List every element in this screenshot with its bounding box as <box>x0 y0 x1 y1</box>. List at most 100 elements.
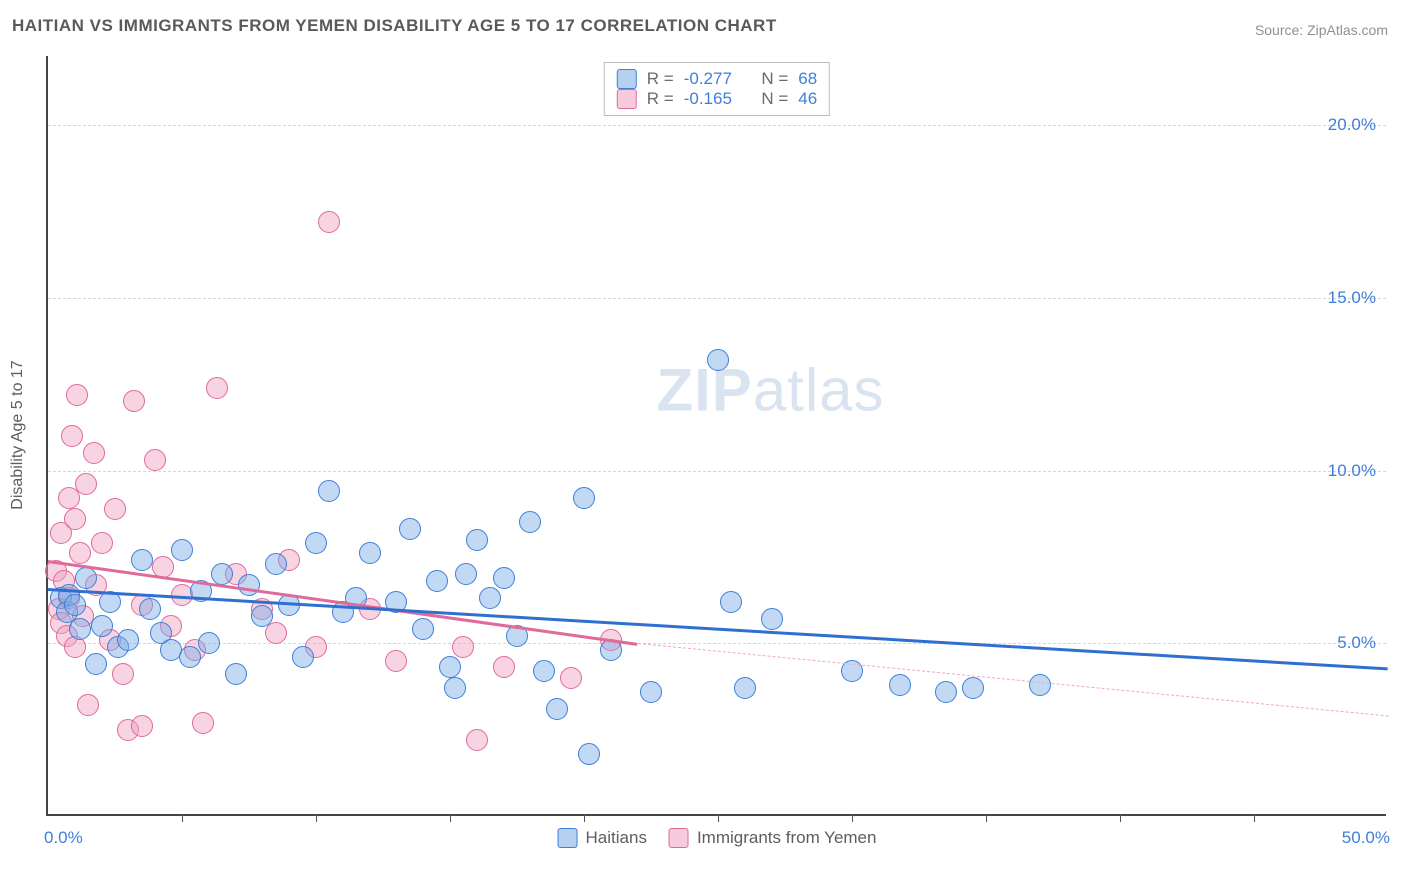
data-point-haitians <box>359 542 381 564</box>
data-point-yemen <box>560 667 582 689</box>
data-point-haitians <box>455 563 477 585</box>
gridline <box>48 643 1386 644</box>
legend-item-haitians: Haitians <box>558 828 647 848</box>
x-tick <box>182 814 183 822</box>
data-point-haitians <box>292 646 314 668</box>
data-point-yemen <box>466 729 488 751</box>
stat-r-yemen: -0.165 <box>684 89 732 109</box>
data-point-haitians <box>91 615 113 637</box>
y-tick-label: 20.0% <box>1328 115 1376 135</box>
source-credit: Source: ZipAtlas.com <box>1255 22 1388 38</box>
chart-title: HAITIAN VS IMMIGRANTS FROM YEMEN DISABIL… <box>12 16 777 36</box>
chart-plot-area: Disability Age 5 to 17 ZIPatlas R = -0.2… <box>46 56 1386 816</box>
swatch-haitians-icon <box>558 828 578 848</box>
data-point-haitians <box>318 480 340 502</box>
legend-stats-row-haitians: R = -0.277 N = 68 <box>617 69 817 89</box>
data-point-haitians <box>265 553 287 575</box>
stat-r-label: R = <box>647 89 674 109</box>
swatch-yemen-icon <box>617 89 637 109</box>
data-point-haitians <box>640 681 662 703</box>
data-point-haitians <box>85 653 107 675</box>
data-point-yemen <box>123 390 145 412</box>
stat-n-label: N = <box>761 69 788 89</box>
data-point-yemen <box>131 715 153 737</box>
gridline <box>48 298 1386 299</box>
data-point-haitians <box>211 563 233 585</box>
data-point-haitians <box>573 487 595 509</box>
data-point-yemen <box>318 211 340 233</box>
source-link[interactable]: ZipAtlas.com <box>1307 22 1388 38</box>
data-point-haitians <box>439 656 461 678</box>
data-point-haitians <box>761 608 783 630</box>
stat-r-haitians: -0.277 <box>684 69 732 89</box>
data-point-yemen <box>75 473 97 495</box>
data-point-haitians <box>519 511 541 533</box>
x-tick <box>584 814 585 822</box>
x-tick <box>718 814 719 822</box>
data-point-yemen <box>77 694 99 716</box>
stat-n-label: N = <box>761 89 788 109</box>
data-point-haitians <box>251 605 273 627</box>
data-point-yemen <box>385 650 407 672</box>
source-prefix: Source: <box>1255 22 1307 38</box>
x-tick <box>1120 814 1121 822</box>
data-point-yemen <box>64 508 86 530</box>
data-point-haitians <box>69 618 91 640</box>
data-point-haitians <box>225 663 247 685</box>
x-tick <box>852 814 853 822</box>
x-tick <box>1254 814 1255 822</box>
y-tick-label: 5.0% <box>1337 633 1376 653</box>
legend-stats-row-yemen: R = -0.165 N = 46 <box>617 89 817 109</box>
data-point-haitians <box>479 587 501 609</box>
data-point-haitians <box>64 594 86 616</box>
stat-n-haitians: 68 <box>798 69 817 89</box>
data-point-yemen <box>91 532 113 554</box>
legend-item-yemen: Immigrants from Yemen <box>669 828 877 848</box>
data-point-haitians <box>305 532 327 554</box>
data-point-yemen <box>104 498 126 520</box>
data-point-haitians <box>131 549 153 571</box>
data-point-haitians <box>578 743 600 765</box>
data-point-haitians <box>1029 674 1051 696</box>
legend-label-yemen: Immigrants from Yemen <box>697 828 877 848</box>
data-point-haitians <box>493 567 515 589</box>
data-point-haitians <box>426 570 448 592</box>
data-point-haitians <box>734 677 756 699</box>
data-point-yemen <box>206 377 228 399</box>
data-point-haitians <box>179 646 201 668</box>
swatch-haitians-icon <box>617 69 637 89</box>
data-point-yemen <box>452 636 474 658</box>
data-point-haitians <box>75 567 97 589</box>
data-point-haitians <box>935 681 957 703</box>
data-point-haitians <box>533 660 555 682</box>
data-point-yemen <box>493 656 515 678</box>
data-point-haitians <box>444 677 466 699</box>
swatch-yemen-icon <box>669 828 689 848</box>
data-point-haitians <box>466 529 488 551</box>
legend-series: Haitians Immigrants from Yemen <box>558 828 877 848</box>
data-point-haitians <box>198 632 220 654</box>
watermark: ZIPatlas <box>656 355 884 424</box>
x-tick <box>316 814 317 822</box>
legend-stats: R = -0.277 N = 68 R = -0.165 N = 46 <box>604 62 830 116</box>
data-point-haitians <box>720 591 742 613</box>
stat-r-label: R = <box>647 69 674 89</box>
gridline <box>48 471 1386 472</box>
watermark-atlas: atlas <box>753 356 885 423</box>
x-tick <box>986 814 987 822</box>
data-point-yemen <box>69 542 91 564</box>
data-point-haitians <box>889 674 911 696</box>
data-point-haitians <box>139 598 161 620</box>
watermark-zip: ZIP <box>656 356 752 423</box>
gridline <box>48 125 1386 126</box>
data-point-yemen <box>265 622 287 644</box>
x-max-label: 50.0% <box>1342 828 1390 848</box>
data-point-haitians <box>399 518 421 540</box>
data-point-yemen <box>66 384 88 406</box>
trendline-haitians <box>48 588 1388 670</box>
data-point-haitians <box>117 629 139 651</box>
data-point-yemen <box>144 449 166 471</box>
data-point-yemen <box>192 712 214 734</box>
y-axis-label: Disability Age 5 to 17 <box>9 360 27 509</box>
data-point-haitians <box>962 677 984 699</box>
